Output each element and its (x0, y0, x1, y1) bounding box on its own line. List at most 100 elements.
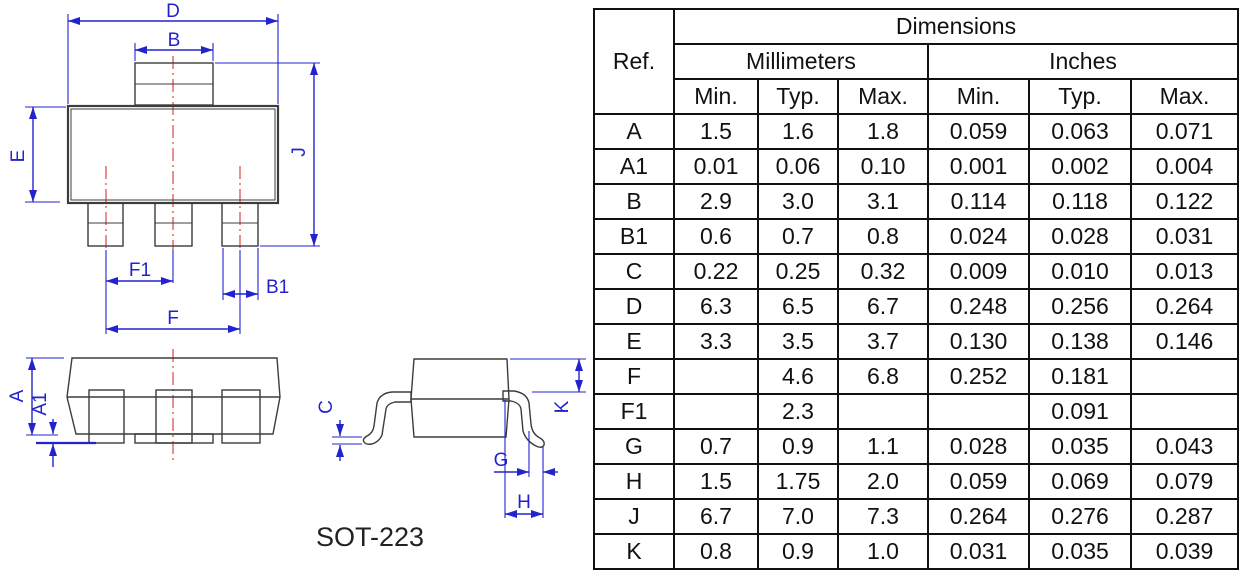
value-cell: 0.028 (927, 428, 1030, 465)
dim-label-J: J (289, 147, 310, 157)
value-cell: 1.75 (757, 463, 839, 500)
table-row: G 0.7 0.9 1.1 0.028 0.035 0.043 (593, 428, 1239, 465)
dim-label-B1: B1 (266, 277, 289, 298)
value-cell (927, 393, 1030, 430)
value-cell: 0.287 (1130, 498, 1239, 535)
value-cell: 1.0 (837, 533, 929, 570)
value-cell: 2.0 (837, 463, 929, 500)
value-cell: 3.5 (757, 323, 839, 360)
value-cell: 0.091 (1028, 393, 1132, 430)
value-cell: 0.059 (927, 113, 1030, 150)
value-cell: 0.248 (927, 288, 1030, 325)
value-cell: 0.059 (927, 463, 1030, 500)
value-cell: 3.7 (837, 323, 929, 360)
ref-cell: B1 (593, 218, 675, 255)
value-cell: 0.32 (837, 253, 929, 290)
table-row: A 1.5 1.6 1.8 0.059 0.063 0.071 (593, 113, 1239, 150)
dimension-table-body: A 1.5 1.6 1.8 0.059 0.063 0.071 A1 0.01 0.06 0.10 0… (593, 113, 1239, 570)
value-cell: 0.22 (673, 253, 759, 290)
value-cell: 6.7 (673, 498, 759, 535)
value-cell: 0.10 (837, 148, 929, 185)
value-cell: 0.146 (1130, 323, 1239, 360)
table-row: A1 0.01 0.06 0.10 0.001 0.002 0.004 (593, 148, 1239, 185)
value-cell: 0.118 (1028, 183, 1132, 220)
value-cell (673, 358, 759, 395)
value-cell: 0.8 (673, 533, 759, 570)
dim-label-F: F (167, 308, 179, 329)
header-mm-min: Min. (673, 78, 759, 115)
front-lead-2 (155, 389, 193, 444)
header-in-max: Max. (1130, 78, 1239, 115)
value-cell: 6.8 (837, 358, 929, 395)
dim-label-G: G (494, 450, 509, 471)
front-lead-1 (88, 389, 125, 444)
table-row: E 3.3 3.5 3.7 0.130 0.138 0.146 (593, 323, 1239, 360)
ref-cell: C (593, 253, 675, 290)
header-in-typ: Typ. (1028, 78, 1132, 115)
dim-label-K: K (552, 400, 573, 413)
value-cell: 0.252 (927, 358, 1030, 395)
value-cell: 0.6 (673, 218, 759, 255)
table-row: C 0.22 0.25 0.32 0.009 0.010 0.013 (593, 253, 1239, 290)
value-cell: 0.039 (1130, 533, 1239, 570)
value-cell: 0.7 (673, 428, 759, 465)
value-cell: 0.002 (1028, 148, 1132, 185)
ref-cell: F1 (593, 393, 675, 430)
value-cell: 0.043 (1130, 428, 1239, 465)
value-cell: 4.6 (757, 358, 839, 395)
back-tab (134, 433, 214, 444)
value-cell: 0.013 (1130, 253, 1239, 290)
ref-cell: J (593, 498, 675, 535)
value-cell: 3.3 (673, 323, 759, 360)
value-cell: 1.6 (757, 113, 839, 150)
table-row: K 0.8 0.9 1.0 0.031 0.035 0.039 (593, 533, 1239, 570)
dim-label-A: A (7, 389, 28, 402)
lead-1 (87, 202, 124, 247)
value-cell: 7.0 (757, 498, 839, 535)
dim-label-F1: F1 (129, 260, 151, 281)
value-cell: 0.9 (757, 428, 839, 465)
table-row: F 4.6 6.8 0.252 0.181 (593, 358, 1239, 395)
dim-label-D: D (166, 1, 180, 22)
front-lead-3 (221, 389, 261, 444)
value-cell (837, 393, 929, 430)
ref-cell: G (593, 428, 675, 465)
ref-cell: H (593, 463, 675, 500)
value-cell: 0.024 (927, 218, 1030, 255)
value-cell: 0.276 (1028, 498, 1132, 535)
value-cell: 0.01 (673, 148, 759, 185)
dim-label-B: B (168, 30, 181, 51)
value-cell: 0.010 (1028, 253, 1132, 290)
value-cell: 0.004 (1130, 148, 1239, 185)
header-in-min: Min. (927, 78, 1030, 115)
value-cell: 0.071 (1130, 113, 1239, 150)
value-cell: 2.3 (757, 393, 839, 430)
header-row-units: Millimeters Inches (594, 43, 1239, 80)
value-cell: 0.25 (757, 253, 839, 290)
value-cell: 0.114 (927, 183, 1030, 220)
header-mm-max: Max. (837, 78, 929, 115)
value-cell: 7.3 (837, 498, 929, 535)
value-cell: 0.256 (1028, 288, 1132, 325)
value-cell: 0.264 (1130, 288, 1239, 325)
table-row: B 2.9 3.0 3.1 0.114 0.118 0.122 (593, 183, 1239, 220)
value-cell: 6.7 (837, 288, 929, 325)
value-cell: 0.8 (837, 218, 929, 255)
value-cell: 1.5 (673, 113, 759, 150)
table-row: B1 0.6 0.7 0.8 0.024 0.028 0.031 (593, 218, 1239, 255)
value-cell: 6.5 (757, 288, 839, 325)
dim-label-A1: A1 (30, 392, 51, 415)
table-row: F1 2.3 0.091 (593, 393, 1239, 430)
value-cell: 0.031 (927, 533, 1030, 570)
value-cell: 0.069 (1028, 463, 1132, 500)
header-row-dimensions: Ref. Dimensions (593, 8, 1239, 115)
value-cell (1130, 393, 1239, 430)
value-cell: 0.001 (927, 148, 1030, 185)
package-name-label: SOT-223 (316, 522, 424, 552)
ref-cell: D (593, 288, 675, 325)
header-mm-typ: Typ. (757, 78, 839, 115)
ref-cell: A (593, 113, 675, 150)
dim-label-C: C (316, 400, 337, 414)
value-cell: 0.063 (1028, 113, 1132, 150)
